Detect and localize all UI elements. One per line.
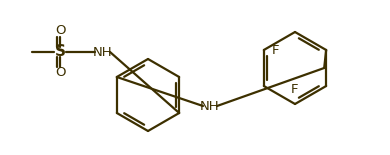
- Text: F: F: [272, 44, 279, 57]
- Text: O: O: [55, 24, 65, 38]
- Text: NH: NH: [93, 46, 113, 58]
- Text: O: O: [55, 66, 65, 80]
- Text: F: F: [291, 83, 299, 96]
- Text: NH: NH: [200, 100, 220, 113]
- Text: S: S: [55, 44, 66, 60]
